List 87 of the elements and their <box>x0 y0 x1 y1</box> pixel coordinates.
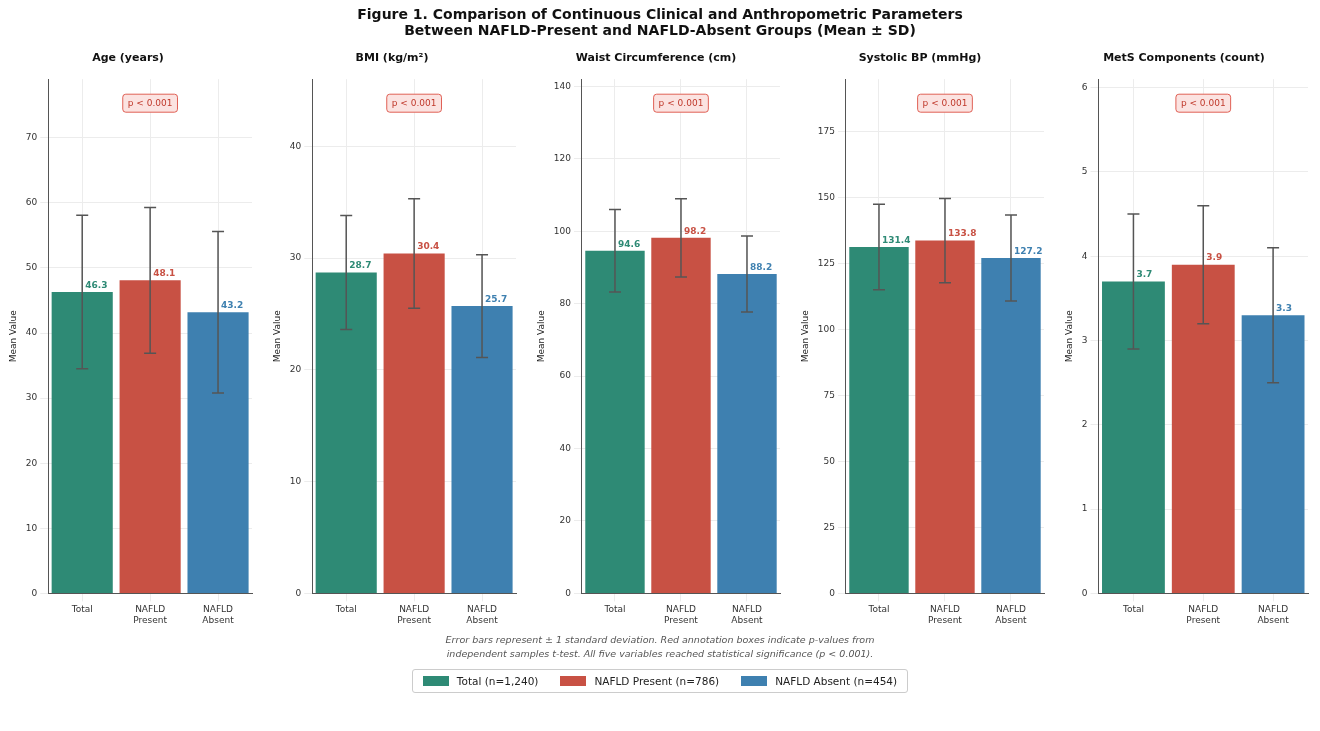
y-tick-label: 10 <box>289 475 302 486</box>
data-label: 127.2 <box>1014 245 1043 256</box>
annotation: p < 0.001 <box>922 97 968 108</box>
chart-title: Age (years) <box>92 51 164 65</box>
x-tick-label: NAFLD Absent <box>995 604 1028 625</box>
x-tick-label: Total <box>70 604 93 615</box>
x-tick-label: Total <box>1121 604 1144 615</box>
x-tick-label: NAFLD Present <box>928 604 963 625</box>
data-label: 28.7 <box>349 260 372 271</box>
y-tick-label: 80 <box>559 298 572 309</box>
y-tick-label: 70 <box>25 132 38 143</box>
y-tick-label: 0 <box>31 587 38 598</box>
x-tick-label: NAFLD Absent <box>202 604 235 625</box>
x-tick-label: Total <box>603 604 626 615</box>
y-axis-title: Mean Value <box>535 309 546 363</box>
data-label: 25.7 <box>485 293 508 304</box>
y-tick-label: 3 <box>1081 334 1088 345</box>
annotation: p < 0.001 <box>391 97 437 108</box>
annotation: p < 0.001 <box>127 97 173 108</box>
y-tick-label: 10 <box>25 522 38 533</box>
y-tick-label: 4 <box>1081 250 1088 261</box>
y-tick-label: 20 <box>25 457 38 468</box>
y-tick-label: 40 <box>289 140 302 151</box>
y-tick-label: 6 <box>1081 81 1088 92</box>
y-tick-label: 125 <box>817 258 835 269</box>
y-tick-label: 100 <box>553 225 572 236</box>
y-axis-title: Mean Value <box>271 309 282 363</box>
data-label: 43.2 <box>221 300 244 311</box>
y-tick-label: 2 <box>1081 419 1088 430</box>
chart-title: BMI (kg/m²) <box>355 51 429 65</box>
annotation: p < 0.001 <box>658 97 704 108</box>
text: Figure 1. Comparison of Continuous Clinical and Anthropometric Parameters <box>356 6 964 22</box>
legend-label: NAFLD Present (n=786) <box>593 675 720 687</box>
y-tick-label: 60 <box>25 197 38 208</box>
text: Between NAFLD-Present and NAFLD-Absent Groups (Mean ± SD) <box>403 22 917 38</box>
x-tick-label: NAFLD Present <box>133 604 168 625</box>
legend-label: NAFLD Absent (n=454) <box>774 675 898 687</box>
data-label: 3.9 <box>1206 252 1223 263</box>
y-tick-label: 50 <box>25 262 38 273</box>
x-tick-label: NAFLD Absent <box>731 604 764 625</box>
legend-label: Total (n=1,240) <box>455 675 539 687</box>
y-tick-label: 0 <box>1081 587 1088 598</box>
x-tick-label: NAFLD Present <box>397 604 432 625</box>
y-tick-label: 0 <box>829 587 836 598</box>
y-tick-label: 60 <box>559 370 572 381</box>
y-tick-label: 175 <box>817 126 835 137</box>
y-tick-label: 0 <box>565 587 572 598</box>
data-label: 94.6 <box>617 238 641 249</box>
y-tick-label: 40 <box>25 327 38 338</box>
data-label: 30.4 <box>417 241 440 252</box>
y-tick-label: 75 <box>823 389 835 400</box>
data-label: 133.8 <box>947 228 977 239</box>
data-label: 88.2 <box>750 261 773 272</box>
data-label: 3.7 <box>1136 269 1153 280</box>
y-tick-label: 50 <box>823 455 836 466</box>
y-tick-label: 1 <box>1081 503 1088 514</box>
x-tick-label: NAFLD Absent <box>1257 604 1290 625</box>
annotation: p < 0.001 <box>1180 97 1226 108</box>
chart-title: Systolic BP (mmHg) <box>858 51 982 65</box>
data-label: 46.3 <box>85 279 108 290</box>
y-axis-title: Mean Value <box>7 309 18 363</box>
y-tick-label: 120 <box>553 153 572 164</box>
y-tick-label: 30 <box>25 392 38 403</box>
data-label: 131.4 <box>881 234 911 245</box>
x-tick-label: NAFLD Present <box>664 604 699 625</box>
y-tick-label: 20 <box>289 364 302 375</box>
y-tick-label: 0 <box>295 587 302 598</box>
y-tick-label: 30 <box>289 252 302 263</box>
data-label: 48.1 <box>153 268 176 279</box>
y-tick-label: 5 <box>1081 166 1088 177</box>
x-tick-label: NAFLD Present <box>1186 604 1221 625</box>
text: Error bars represent ± 1 standard deviation. Red annotation boxes indicate p-values from independent samples t-test. All five variables reached statistical significance (p < 0.001). <box>444 633 876 661</box>
y-tick-label: 20 <box>559 515 572 526</box>
y-tick-label: 25 <box>823 521 835 532</box>
x-tick-label: Total <box>334 604 357 615</box>
chart-title: Waist Circumference (cm) <box>575 51 737 65</box>
x-tick-label: NAFLD Absent <box>466 604 499 625</box>
chart-title: MetS Components (count) <box>1103 51 1265 65</box>
y-tick-label: 150 <box>817 192 836 203</box>
y-axis-title: Mean Value <box>1063 309 1074 363</box>
data-label: 3.3 <box>1276 303 1293 314</box>
y-tick-label: 40 <box>559 442 572 453</box>
x-tick-label: Total <box>867 604 890 615</box>
data-label: 98.2 <box>683 225 707 236</box>
y-axis-title: Mean Value <box>799 309 810 363</box>
y-tick-label: 100 <box>817 324 836 335</box>
y-tick-label: 140 <box>553 80 572 91</box>
